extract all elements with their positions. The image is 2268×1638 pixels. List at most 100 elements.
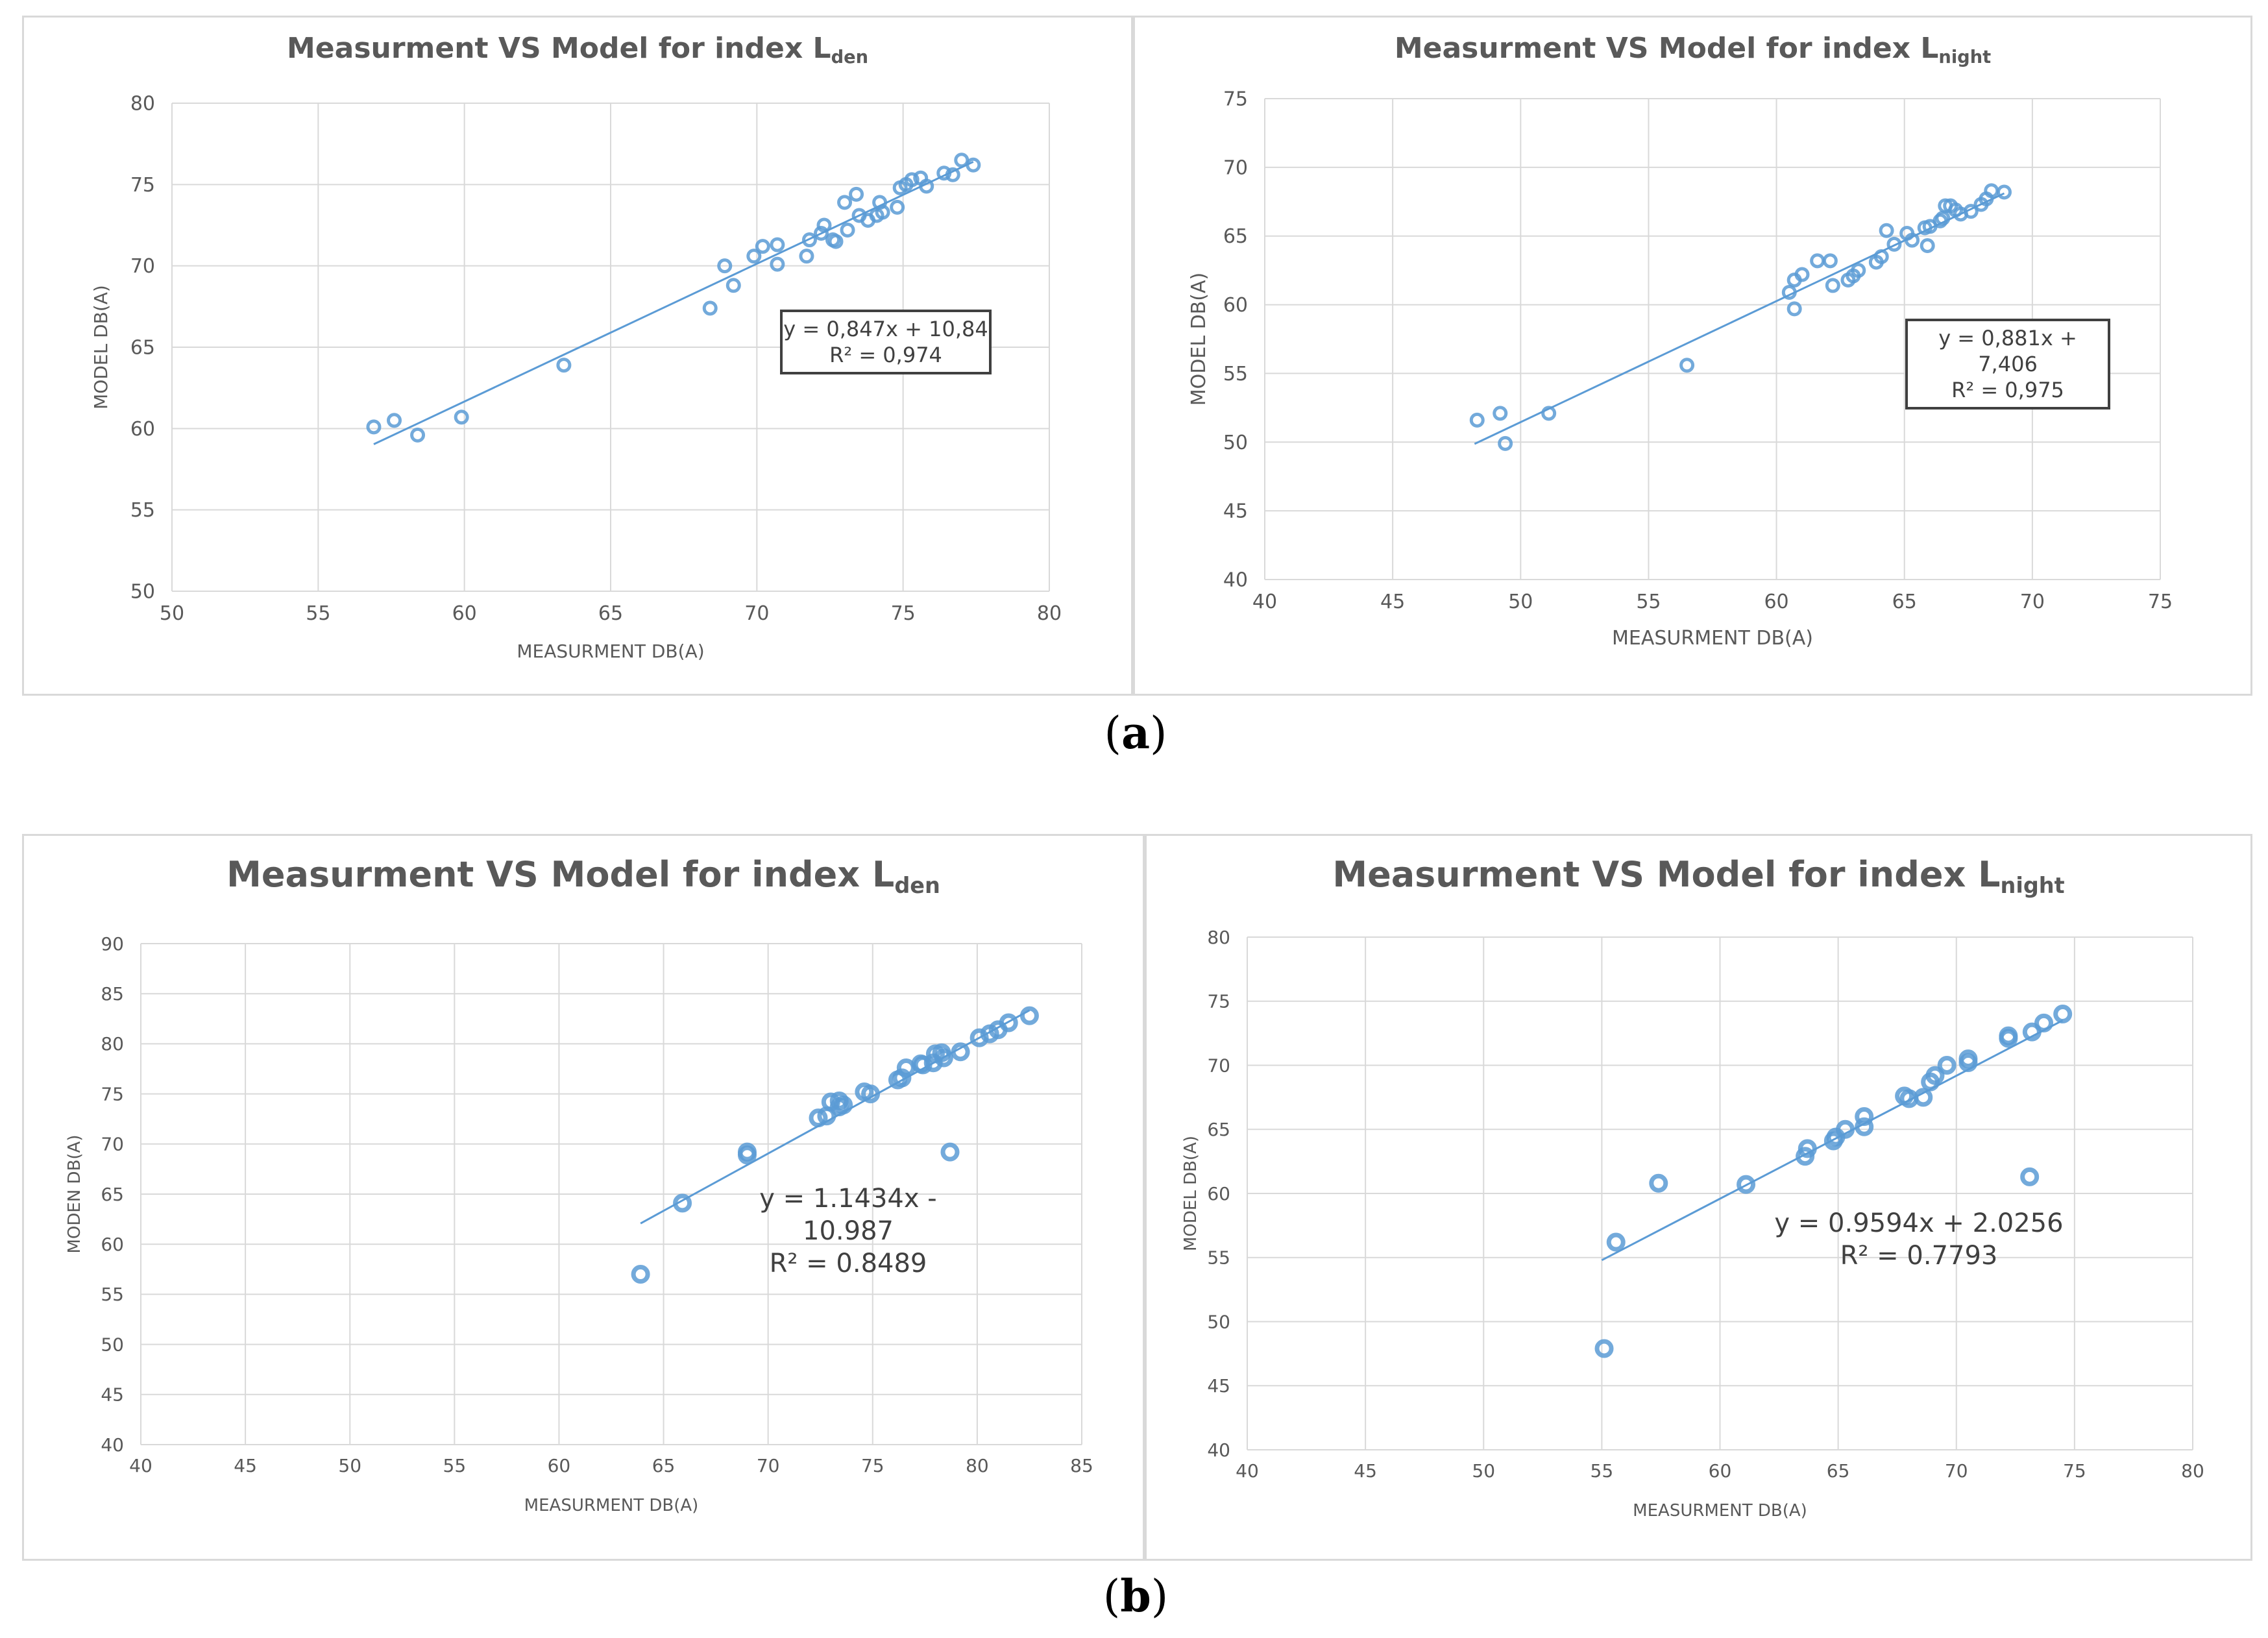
data-point [1786, 301, 1802, 317]
y-tick-label: 80 [1207, 927, 1230, 948]
data-point [913, 1055, 933, 1075]
data-point [1825, 278, 1840, 293]
trendline-equation-box: y = 0,847x + 10,84 R² = 0,974 [780, 310, 992, 374]
y-tick-label: 45 [1223, 500, 1248, 523]
data-point [849, 186, 864, 202]
data-point [2020, 1167, 2040, 1186]
data-point [1469, 412, 1485, 428]
y-tick-label: 50 [1207, 1311, 1230, 1332]
data-point [1493, 406, 1508, 421]
data-point [2022, 1022, 2042, 1042]
x-tick-label: 70 [744, 602, 769, 625]
x-tick-label: 45 [1380, 591, 1405, 613]
y-tick-label: 45 [101, 1384, 124, 1406]
y-tick-label: 85 [101, 983, 124, 1005]
data-point [2034, 1013, 2054, 1033]
data-point [934, 1048, 953, 1068]
data-point [1498, 435, 1513, 451]
data-point [737, 1142, 757, 1162]
y-tick-label: 70 [1223, 156, 1248, 179]
x-tick-label: 65 [598, 602, 623, 625]
r-squared: R² = 0,974 [829, 343, 942, 367]
y-tick-label: 75 [130, 174, 155, 197]
trendline-equation-box: y = 1.1434x - 10.987 R² = 0.8489 [712, 1182, 984, 1280]
x-tick-label: 60 [1709, 1460, 1732, 1482]
data-point [813, 226, 829, 241]
data-point [1798, 1139, 1817, 1158]
data-point [726, 278, 741, 293]
x-axis-label: MEASURMENT DB(A) [517, 641, 704, 662]
data-point [1822, 253, 1838, 269]
x-tick-label: 55 [443, 1455, 467, 1476]
data-point [799, 249, 814, 264]
data-point [1873, 249, 1889, 264]
data-point [366, 419, 382, 435]
data-point [717, 258, 733, 274]
y-axis-label: MODEL DB(A) [90, 285, 112, 410]
x-tick-label: 55 [1591, 1460, 1614, 1482]
data-point [1879, 223, 1894, 238]
data-point [1925, 1066, 1945, 1085]
x-tick-label: 50 [338, 1455, 361, 1476]
data-point [1019, 1006, 1039, 1025]
x-tick-label: 50 [1472, 1460, 1495, 1482]
data-point [770, 237, 785, 252]
y-tick-label: 80 [130, 93, 155, 116]
data-point [1920, 238, 1935, 254]
data-point [1937, 1056, 1957, 1075]
y-tick-label: 75 [1207, 991, 1230, 1012]
data-point [1781, 285, 1797, 300]
x-tick-label: 65 [1892, 591, 1917, 613]
data-point [999, 1013, 1018, 1033]
y-tick-label: 60 [101, 1234, 124, 1255]
x-tick-label: 75 [2063, 1460, 2086, 1482]
y-tick-label: 55 [101, 1284, 124, 1305]
data-point [702, 300, 718, 316]
data-point [1649, 1173, 1668, 1193]
data-point [954, 153, 969, 168]
x-axis-label: MEASURMENT DB(A) [1612, 627, 1813, 650]
x-tick-label: 40 [129, 1455, 152, 1476]
y-tick-label: 70 [101, 1134, 124, 1155]
data-point [861, 1084, 881, 1104]
y-tick-label: 75 [1223, 88, 1248, 111]
x-tick-label: 60 [548, 1455, 571, 1476]
y-tick-label: 80 [101, 1033, 124, 1055]
trendline [1601, 1020, 2064, 1262]
x-tick-label: 45 [1354, 1460, 1377, 1482]
data-point [1999, 1026, 2018, 1045]
data-point [556, 358, 572, 373]
x-tick-label: 70 [2020, 591, 2045, 613]
data-point [387, 413, 402, 428]
x-axis-label: MEASURMENT DB(A) [524, 1496, 699, 1515]
y-tick-label: 55 [1207, 1247, 1230, 1269]
y-axis-label: MODEL DB(A) [1188, 273, 1210, 406]
chart-panel-b-lnight: Measurment VS Model for index Lnight 40 4… [1145, 834, 2252, 1561]
data-point [890, 199, 905, 215]
y-tick-label: 90 [101, 933, 124, 955]
data-point [1810, 253, 1825, 269]
data-point [1794, 267, 1810, 282]
x-tick-label: 40 [1252, 591, 1277, 613]
r-squared: R² = 0.8489 [769, 1249, 927, 1278]
y-tick-label: 55 [1223, 363, 1248, 385]
y-tick-label: 75 [101, 1083, 124, 1105]
x-tick-label: 80 [2181, 1460, 2204, 1482]
chart-title: Measurment VS Model for index Lden [226, 854, 940, 899]
y-tick-label: 65 [1223, 225, 1248, 248]
r-squared: R² = 0,975 [1951, 378, 2064, 402]
x-tick-label: 60 [1764, 591, 1788, 613]
x-tick-label: 75 [891, 602, 916, 625]
data-point [454, 410, 469, 425]
x-tick-label: 55 [306, 602, 330, 625]
trendline-equation-box: y = 0,881x + 7,406 R² = 0,975 [1905, 319, 2110, 410]
y-tick-label: 45 [1207, 1375, 1230, 1397]
y-tick-label: 70 [130, 255, 155, 278]
chart-panel-a-lden: Measurment VS Model for index Lden 50 55 6… [22, 16, 1133, 696]
x-tick-label: 50 [160, 602, 184, 625]
data-point [1963, 204, 1979, 219]
data-point [1905, 232, 1920, 248]
y-tick-label: 60 [1223, 294, 1248, 317]
data-point [828, 234, 844, 249]
chart-panel-b-lden: Measurment VS Model for index Lden 40 45 5… [22, 834, 1145, 1561]
